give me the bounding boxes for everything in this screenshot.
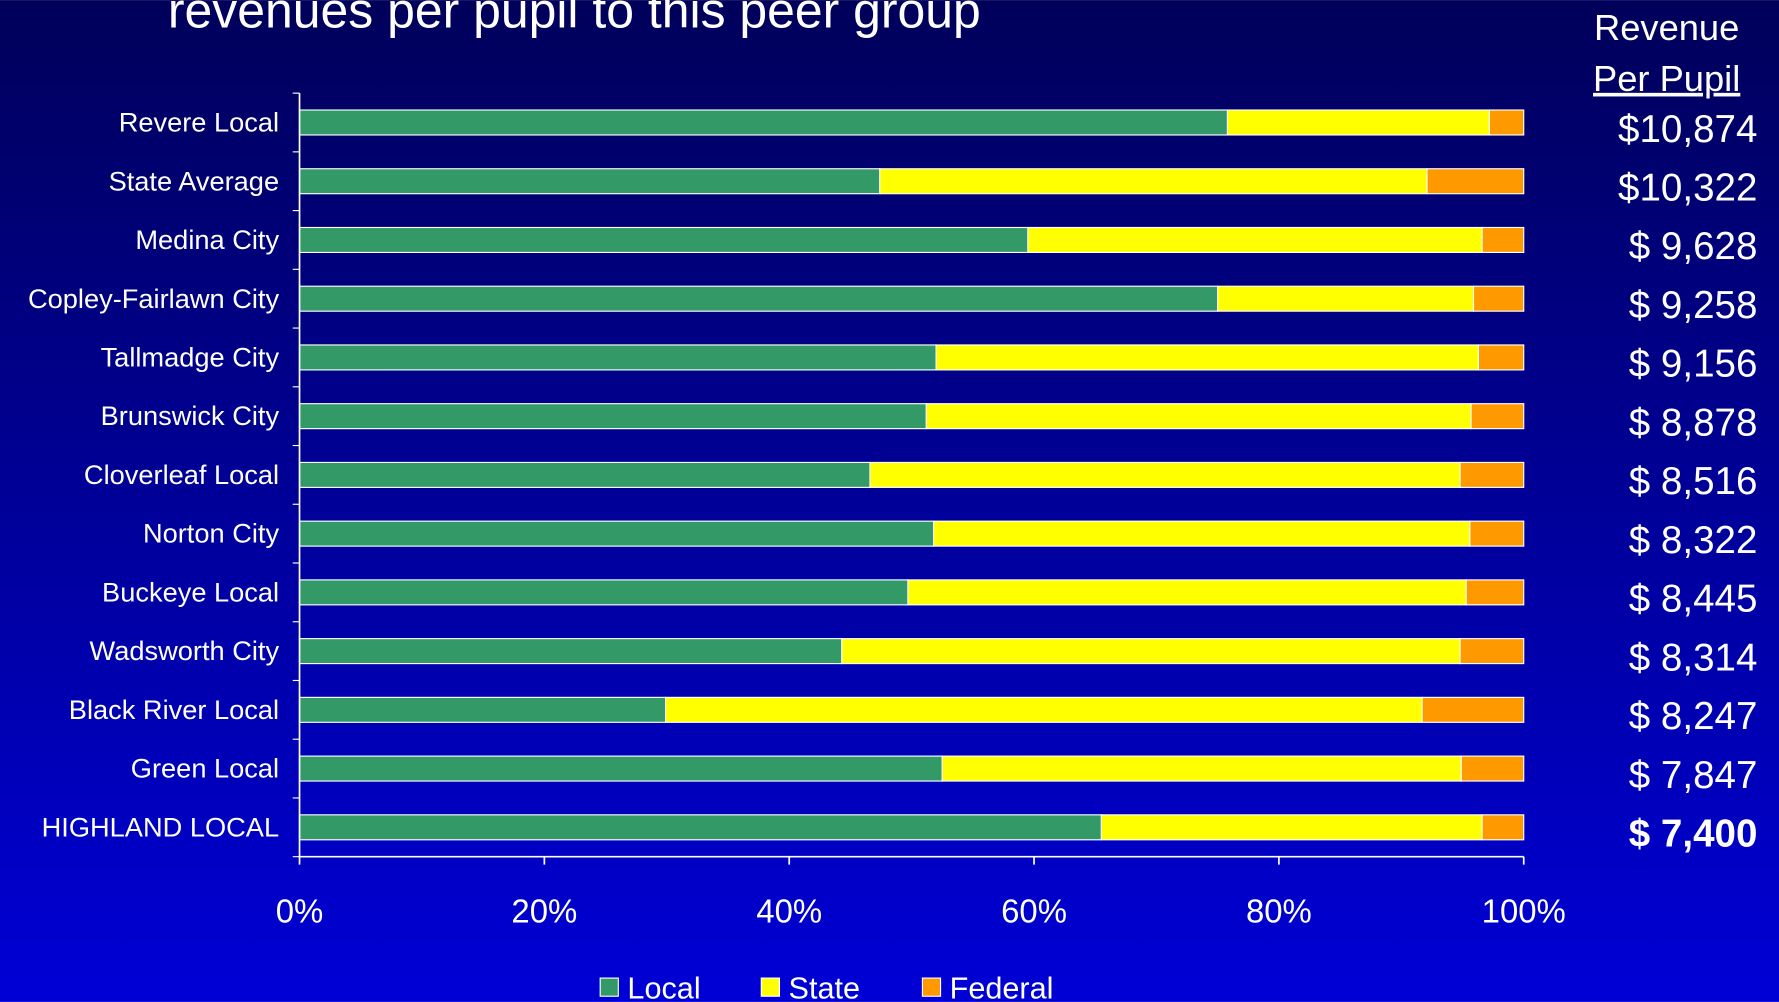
revenue-label: $10,874 bbox=[1618, 108, 1757, 151]
bar-segment bbox=[933, 520, 1471, 547]
bar-segment bbox=[1477, 344, 1525, 371]
x-tick-label: 0% bbox=[276, 892, 324, 929]
bar-segment bbox=[1226, 109, 1491, 136]
bar-segment bbox=[298, 285, 1219, 312]
bar-segment bbox=[925, 403, 1472, 430]
revenue-label: $ 8,445 bbox=[1629, 578, 1758, 621]
legend-label: Federal bbox=[950, 972, 1054, 1002]
bar-segment bbox=[298, 344, 937, 371]
legend-swatch bbox=[921, 977, 942, 997]
bar-segment bbox=[1460, 755, 1525, 782]
revenue-label: $ 8,878 bbox=[1629, 401, 1758, 444]
chart-title: revenues per pupil to this peer group bbox=[168, 0, 981, 38]
bar-segment bbox=[298, 814, 1102, 841]
revenue-label: $ 8,322 bbox=[1629, 519, 1758, 562]
x-tick-label: 80% bbox=[1246, 892, 1312, 929]
bar-segment bbox=[664, 696, 1423, 723]
bar-segment bbox=[1481, 226, 1525, 254]
bar-segment bbox=[1488, 109, 1525, 136]
bar-segment bbox=[298, 579, 909, 606]
x-tick-label: 20% bbox=[511, 892, 577, 929]
legend-swatch bbox=[760, 977, 781, 997]
bar-segment bbox=[869, 461, 1461, 488]
bar-segment bbox=[1459, 461, 1525, 488]
y-tick-label: Brunswick City bbox=[101, 400, 280, 431]
y-tick-label: Black River Local bbox=[69, 694, 279, 725]
x-tick-label: 60% bbox=[1001, 892, 1067, 929]
revenue-label: $ 8,516 bbox=[1629, 460, 1758, 503]
bar-segment bbox=[907, 579, 1467, 606]
y-tick-label: Norton City bbox=[143, 518, 280, 549]
bar-segment bbox=[879, 168, 1428, 195]
revenue-label: $10,322 bbox=[1618, 167, 1757, 210]
revenue-label: $ 7,400 bbox=[1629, 813, 1758, 856]
revenue-label: $ 8,247 bbox=[1629, 695, 1758, 738]
bar-segment bbox=[298, 109, 1229, 136]
bar-segment bbox=[935, 344, 1479, 371]
y-tick-label: HIGHLAND LOCAL bbox=[42, 811, 279, 842]
y-tick-label: Buckeye Local bbox=[102, 576, 279, 607]
bar-segment bbox=[1100, 814, 1483, 841]
column-heading: Revenue bbox=[1594, 7, 1739, 48]
bar-segment bbox=[1426, 168, 1525, 195]
bar-segment bbox=[941, 755, 1462, 782]
bar-segment bbox=[298, 696, 667, 723]
legend-label: Local bbox=[627, 972, 700, 1002]
bar-segment bbox=[1465, 579, 1525, 606]
bar-segment bbox=[1421, 696, 1525, 723]
y-tick-label: Revere Local bbox=[119, 107, 279, 138]
legend-label: State bbox=[789, 972, 861, 1002]
bar-segment bbox=[298, 755, 943, 782]
bar-segment bbox=[1027, 226, 1483, 254]
y-tick-label: State Average bbox=[109, 165, 280, 196]
y-tick-label: Medina City bbox=[135, 224, 279, 255]
bar-segment bbox=[298, 403, 927, 430]
bar-segment bbox=[298, 461, 871, 488]
bar-segment bbox=[298, 638, 843, 665]
bar-segment bbox=[1469, 520, 1525, 547]
y-tick-label: Cloverleaf Local bbox=[84, 459, 279, 490]
revenue-label: $ 9,628 bbox=[1629, 225, 1758, 268]
revenue-label: $ 9,258 bbox=[1629, 284, 1758, 327]
bar-segment bbox=[1459, 638, 1525, 665]
bar-segment bbox=[1481, 814, 1525, 841]
x-tick-label: 40% bbox=[756, 892, 822, 929]
bar-segment bbox=[1217, 285, 1475, 312]
bar-segment bbox=[298, 226, 1029, 254]
y-tick-label: Green Local bbox=[131, 753, 279, 784]
bar-segment bbox=[1470, 403, 1525, 430]
y-tick-label: Tallmadge City bbox=[101, 342, 280, 373]
x-tick-label: 100% bbox=[1482, 892, 1566, 929]
revenue-label: $ 8,314 bbox=[1629, 636, 1758, 679]
y-tick-label: Copley-Fairlawn City bbox=[28, 283, 279, 314]
revenue-label: $ 9,156 bbox=[1629, 343, 1758, 386]
y-tick-label: Wadsworth City bbox=[90, 635, 280, 666]
bar-segment bbox=[298, 168, 881, 195]
revenue-label: $ 7,847 bbox=[1629, 754, 1758, 797]
bar-segment bbox=[298, 520, 935, 547]
column-heading: Per Pupil bbox=[1593, 58, 1740, 99]
bar-segment bbox=[841, 638, 1461, 665]
bar-segment bbox=[1472, 285, 1525, 312]
legend-swatch bbox=[599, 977, 619, 997]
